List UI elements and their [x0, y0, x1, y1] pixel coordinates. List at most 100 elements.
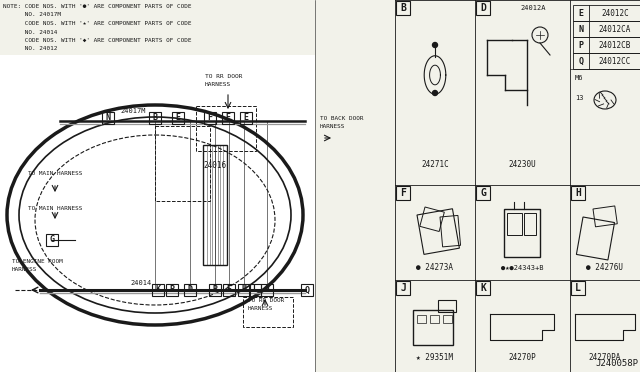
Bar [577, 217, 614, 260]
Bar [573, 37, 640, 53]
Text: J: J [264, 285, 269, 295]
Text: B: B [212, 285, 218, 295]
Bar [396, 1, 410, 15]
Bar [571, 186, 585, 200]
Bar [184, 284, 196, 296]
Bar [420, 207, 444, 231]
Text: NO. 24014: NO. 24014 [3, 29, 58, 35]
Text: K: K [480, 283, 486, 293]
Text: N: N [106, 113, 111, 122]
Text: 24230U: 24230U [509, 160, 536, 169]
Bar [413, 310, 453, 345]
Text: G: G [480, 188, 486, 198]
Bar [417, 209, 460, 254]
Text: H: H [241, 285, 246, 295]
Bar [573, 5, 640, 21]
Bar [172, 112, 184, 124]
Bar [203, 145, 227, 265]
Text: P: P [170, 285, 175, 295]
Bar [196, 106, 256, 151]
Bar [166, 284, 178, 296]
Text: M6: M6 [575, 75, 584, 81]
Bar [223, 284, 235, 296]
Text: N: N [579, 25, 584, 33]
Text: K: K [156, 285, 161, 295]
Bar [249, 284, 261, 296]
Bar [430, 315, 439, 323]
Bar [209, 284, 221, 296]
Text: J240058P: J240058P [595, 359, 638, 368]
Text: 24270PA: 24270PA [589, 353, 621, 362]
Bar [396, 281, 410, 295]
Text: NO. 24012: NO. 24012 [3, 46, 58, 51]
Bar [152, 284, 164, 296]
Bar [507, 213, 522, 235]
Text: J: J [400, 283, 406, 293]
Bar [476, 186, 490, 200]
Text: 24016: 24016 [204, 161, 227, 170]
Text: HARNESS: HARNESS [320, 124, 346, 129]
Bar [573, 21, 640, 37]
Text: G: G [49, 235, 54, 244]
Bar [102, 112, 114, 124]
Text: HARNESS: HARNESS [248, 306, 273, 311]
Bar [573, 53, 640, 69]
Text: F: F [400, 188, 406, 198]
Text: 24271C: 24271C [421, 160, 449, 169]
Text: E: E [243, 113, 248, 122]
Text: ★ 29351M: ★ 29351M [417, 353, 454, 362]
Bar [504, 209, 540, 257]
Text: 24012CC: 24012CC [599, 57, 631, 65]
Text: CODE NOS. WITH '★' ARE COMPONENT PARTS OF CODE: CODE NOS. WITH '★' ARE COMPONENT PARTS O… [3, 21, 191, 26]
Text: E: E [579, 9, 584, 17]
Bar [476, 281, 490, 295]
Bar [443, 315, 452, 323]
Bar [301, 284, 313, 296]
Circle shape [433, 90, 438, 96]
Bar [204, 112, 216, 124]
Bar [524, 213, 536, 235]
Bar [396, 186, 410, 200]
Bar [440, 215, 461, 247]
Text: TO RR DOOR: TO RR DOOR [205, 74, 243, 79]
Text: 13: 13 [575, 95, 584, 101]
Bar [240, 112, 252, 124]
Text: Q: Q [579, 57, 584, 65]
Bar [476, 1, 490, 15]
Text: CODE NOS. WITH '◆' ARE COMPONENT PARTS OF CODE: CODE NOS. WITH '◆' ARE COMPONENT PARTS O… [3, 38, 191, 43]
Text: 24014: 24014 [130, 280, 151, 286]
Text: E: E [175, 113, 180, 122]
Text: TO BACK DOOR: TO BACK DOOR [320, 116, 364, 121]
Text: L: L [253, 285, 257, 295]
Text: D: D [188, 285, 193, 295]
Bar [0, 55, 315, 372]
Circle shape [433, 42, 438, 48]
Text: Q: Q [305, 285, 310, 295]
Text: D: D [480, 3, 486, 13]
Text: NOTE: CODE NOS. WITH '●' ARE COMPONENT PARTS OF CODE: NOTE: CODE NOS. WITH '●' ARE COMPONENT P… [3, 4, 191, 9]
Text: 24017M: 24017M [120, 108, 145, 114]
Bar [238, 284, 250, 296]
Text: 24012A: 24012A [520, 5, 545, 11]
Bar [149, 112, 161, 124]
Text: 24012CB: 24012CB [599, 41, 631, 49]
Bar [593, 206, 618, 227]
Text: TO ENGINE ROOM: TO ENGINE ROOM [12, 259, 63, 264]
Text: TO MAIN HARNESS: TO MAIN HARNESS [28, 206, 83, 211]
Text: ●★●24343+B: ●★●24343+B [501, 265, 544, 271]
Text: ● 24273A: ● 24273A [417, 263, 454, 272]
Text: E: E [225, 113, 230, 122]
Bar [571, 281, 585, 295]
Text: B: B [152, 113, 157, 122]
Text: NO. 24017M: NO. 24017M [3, 13, 61, 17]
Bar [438, 300, 456, 312]
Text: F: F [207, 113, 212, 122]
Bar [222, 112, 234, 124]
Bar [261, 284, 273, 296]
Text: HARNESS: HARNESS [205, 82, 231, 87]
Text: TO MAIN HARNESS: TO MAIN HARNESS [28, 171, 83, 176]
Text: B: B [400, 3, 406, 13]
Text: 24270P: 24270P [509, 353, 536, 362]
Bar [417, 315, 426, 323]
Text: 24012C: 24012C [601, 9, 629, 17]
